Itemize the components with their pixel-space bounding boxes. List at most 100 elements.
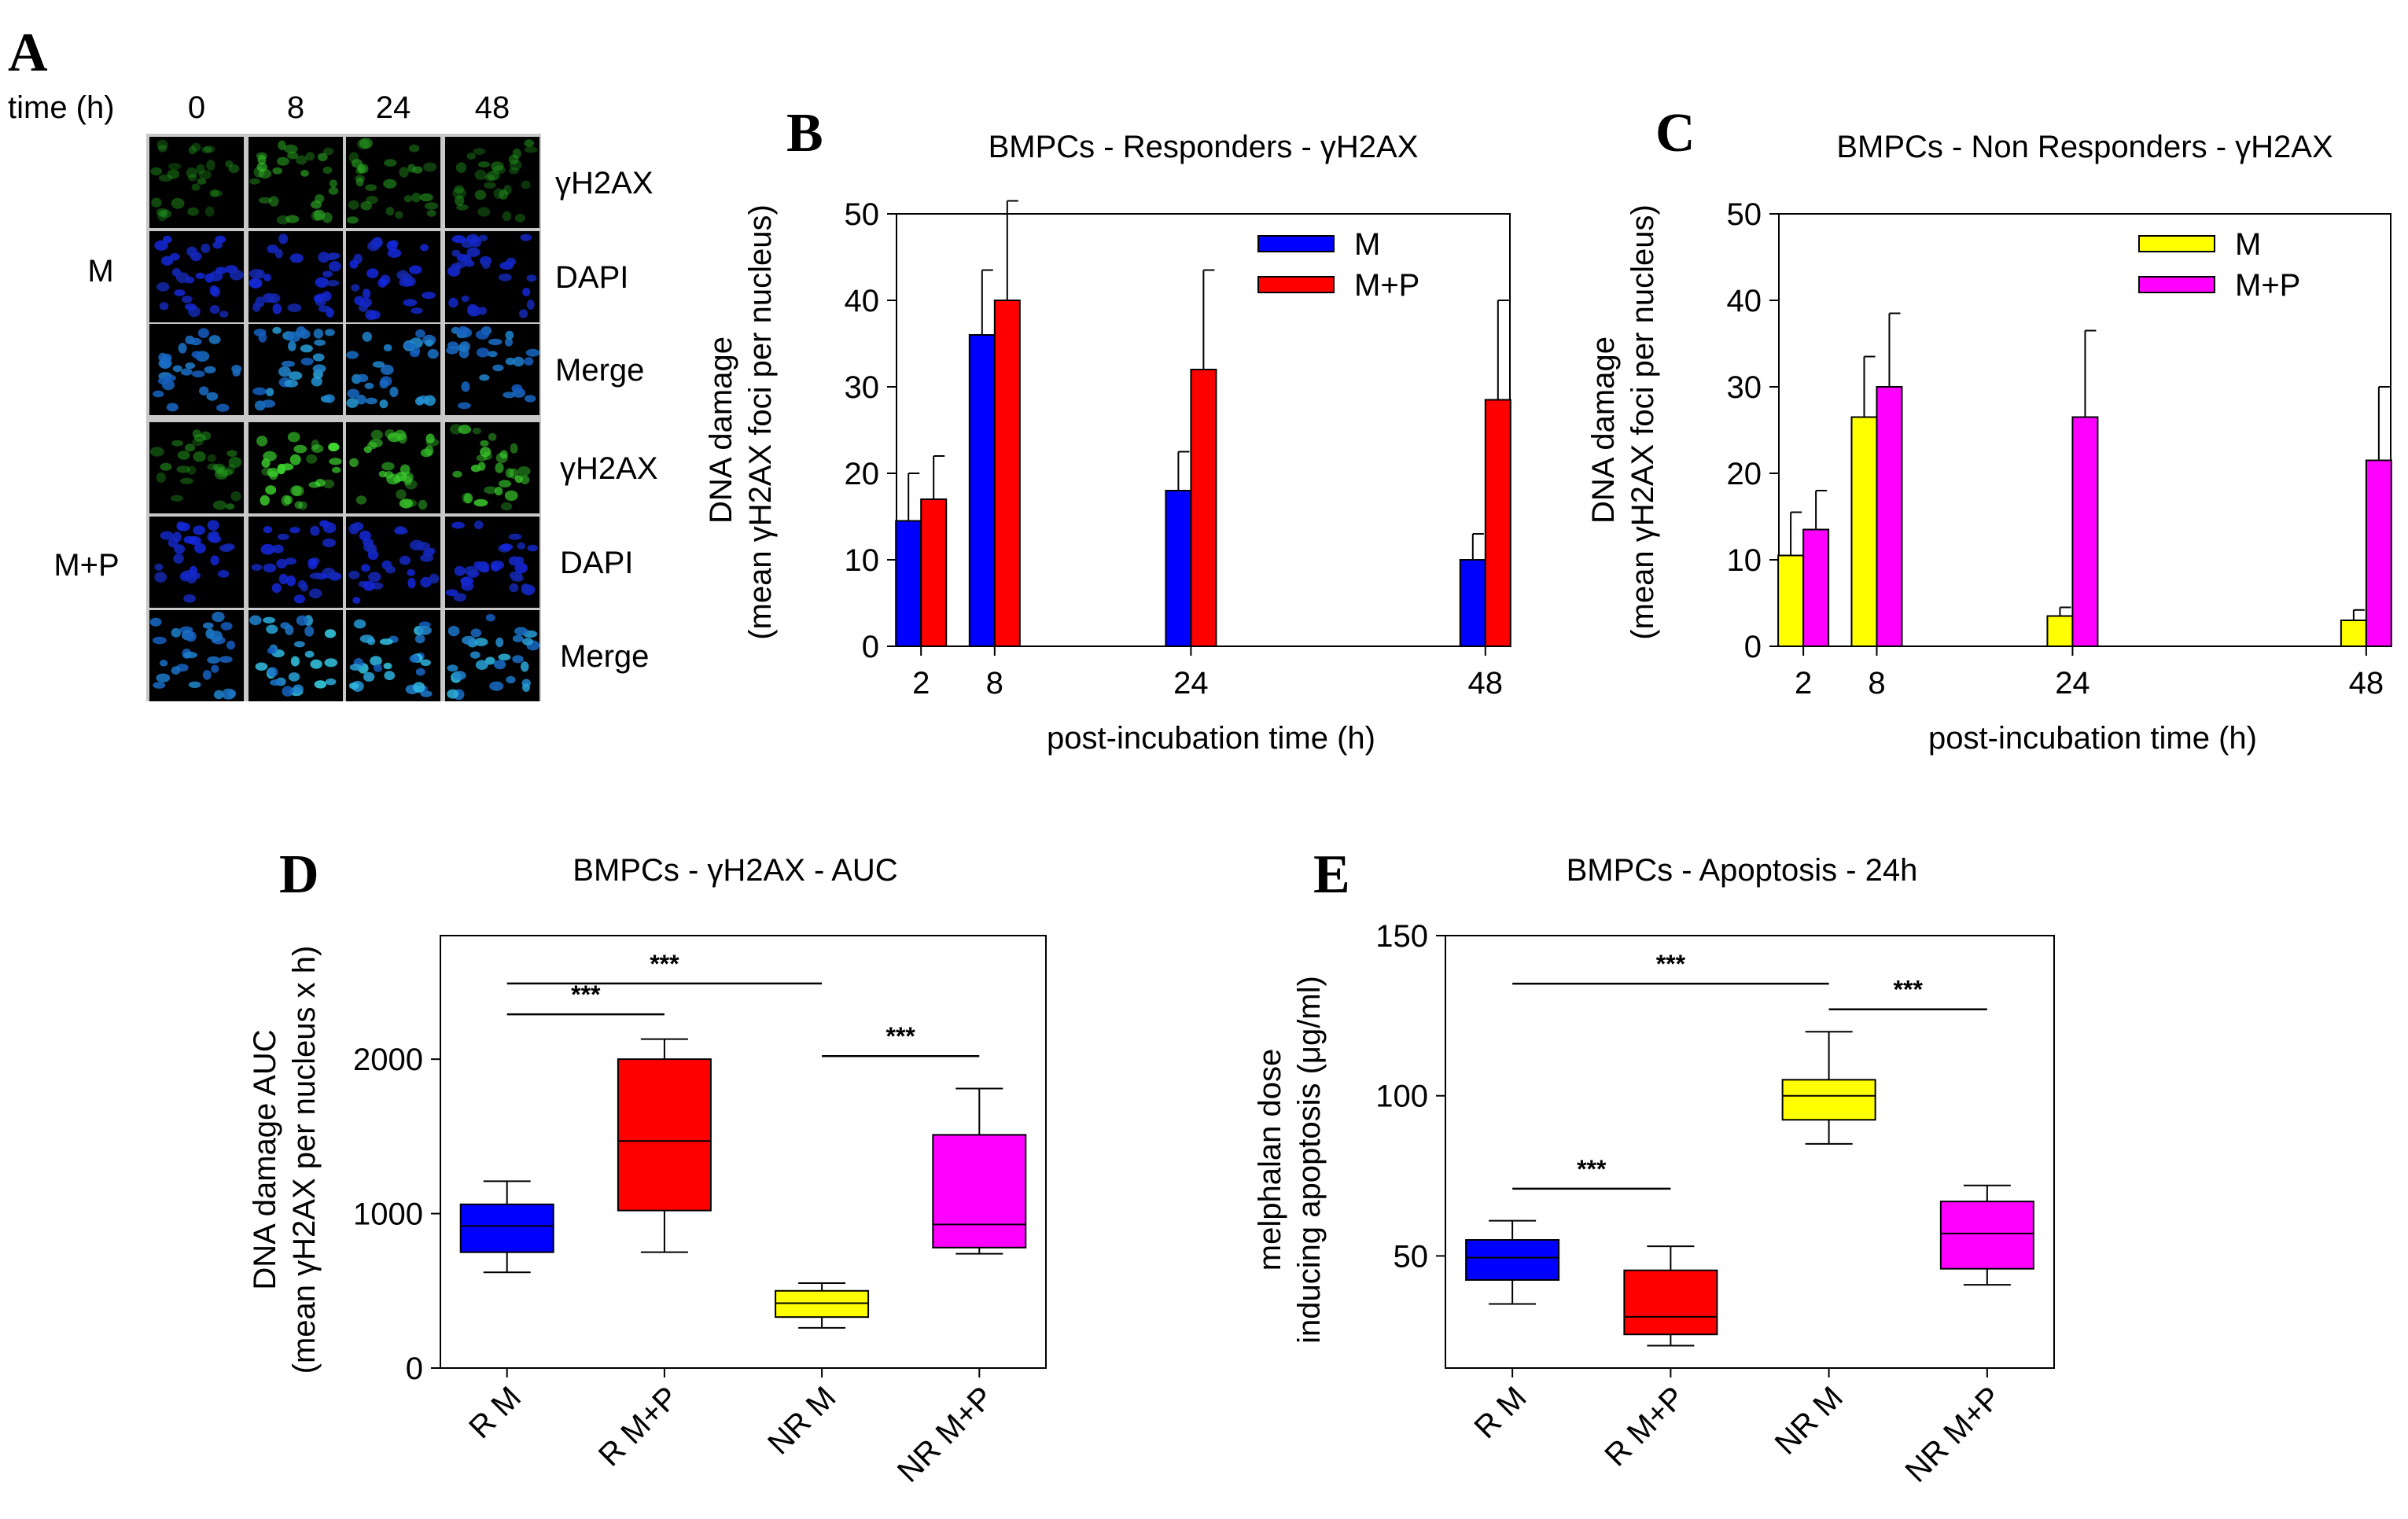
bar-M-48 (1459, 559, 1486, 647)
nucleus (156, 139, 168, 150)
nucleus (225, 160, 234, 167)
nucleus (318, 252, 330, 263)
nucleus (418, 499, 428, 510)
nucleus (412, 682, 425, 693)
micrograph-M+P-γH2AX-48 (445, 422, 539, 513)
nucleus (395, 211, 403, 219)
nucleus (226, 640, 236, 650)
significance-label: *** (571, 980, 601, 1009)
bar-M+P-8 (1876, 386, 1903, 647)
x-tick-label: NR M (1769, 1380, 1850, 1461)
nucleus (263, 526, 273, 534)
nucleus (298, 501, 307, 510)
nucleus (232, 369, 241, 377)
group-label-mp: M+P (53, 548, 119, 583)
y-tick-label: 0 (862, 630, 879, 664)
nucleus (396, 270, 410, 281)
nucleus (150, 167, 162, 176)
nucleus (328, 186, 339, 195)
nucleus (278, 140, 286, 150)
nucleus (522, 288, 531, 296)
nucleus (285, 575, 296, 587)
time-label-8: 8 (287, 90, 304, 125)
box-NR M+P (1939, 1201, 2034, 1270)
nucleus (322, 212, 333, 223)
significance-label: *** (886, 1022, 916, 1050)
nucleus (267, 667, 278, 678)
nucleus (418, 626, 432, 635)
bar-M+P-48 (1484, 399, 1511, 647)
nucleus (488, 338, 503, 346)
nucleus (212, 241, 223, 249)
nucleus (508, 533, 522, 540)
nucleus (383, 344, 392, 351)
nucleus (297, 579, 307, 589)
nucleus (201, 146, 212, 153)
y-axis-label-line2: (mean γH2AX foci per nucleus) (1626, 204, 1660, 640)
nucleus (411, 193, 421, 203)
y-tick-label: 50 (1727, 197, 1762, 232)
nucleus (328, 261, 341, 272)
nucleus (521, 583, 530, 594)
nucleus (308, 588, 322, 599)
nucleus (349, 664, 362, 671)
nucleus (197, 328, 209, 338)
nucleus (221, 469, 233, 476)
nucleus (219, 311, 229, 318)
nucleus (385, 207, 395, 216)
nucleus (251, 564, 263, 571)
nucleus (475, 329, 490, 340)
nucleus (368, 572, 381, 583)
nucleus (488, 351, 498, 358)
nucleus (293, 444, 307, 454)
nucleus (527, 544, 538, 552)
nucleus (418, 621, 431, 628)
nucleus (207, 520, 219, 531)
nucleus (386, 241, 398, 251)
nucleus (526, 274, 537, 282)
nucleus (427, 348, 439, 359)
nucleus (285, 557, 296, 565)
chart-title: BMPCs - Non Responders - γH2AX (1836, 130, 2333, 164)
nucleus (271, 583, 282, 594)
nucleus (365, 184, 377, 192)
nucleus (425, 433, 435, 443)
nucleus (191, 351, 203, 359)
nucleus (168, 163, 182, 171)
nucleus (384, 159, 397, 167)
time-labels: 0 8 24 48 (188, 90, 510, 125)
x-tick-label: 24 (2055, 666, 2090, 701)
nucleus (174, 289, 186, 296)
nucleus (152, 636, 167, 645)
nucleus (283, 144, 298, 154)
nucleus (522, 638, 533, 645)
nucleus (311, 210, 322, 222)
nucleus (278, 234, 289, 245)
nucleus (491, 161, 504, 171)
nucleus (290, 485, 302, 496)
nucleus (422, 292, 436, 300)
nucleus (419, 193, 433, 202)
nucleus (457, 326, 469, 336)
nucleus (511, 384, 523, 393)
bar-M-8 (1850, 416, 1878, 647)
nucleus (481, 260, 491, 270)
nucleus (429, 573, 440, 584)
nucleus (524, 395, 536, 403)
x-tick-label: NR M (761, 1380, 842, 1461)
nucleus (183, 594, 197, 603)
nucleus (258, 332, 267, 343)
nucleus (359, 530, 371, 542)
nucleus (206, 160, 215, 171)
nucleus (524, 357, 534, 366)
nucleus (508, 154, 519, 164)
nucleus (200, 431, 212, 440)
nucleus (424, 202, 439, 210)
nucleus (314, 339, 326, 346)
nucleus (315, 479, 326, 487)
nucleus (510, 160, 522, 171)
nucleus (213, 690, 224, 700)
nucleus (169, 252, 180, 261)
y-tick-label: 50 (845, 197, 880, 232)
y-axis-label-line1: DNA damage (1586, 337, 1621, 524)
